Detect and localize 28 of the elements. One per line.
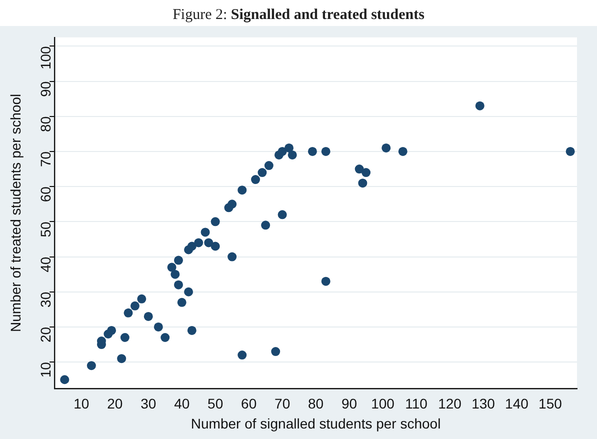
x-tick-label: 50 [208,396,224,412]
x-tick-label: 140 [505,396,529,412]
x-tick-label: 150 [538,396,562,412]
x-tick-label: 80 [308,396,324,412]
x-tick-label: 60 [241,396,257,412]
x-axis-title: Number of signalled students per school [190,415,441,432]
x-tick-label: 130 [472,396,496,412]
y-tick-label: 30 [37,292,54,308]
y-tick-label: 60 [37,186,54,202]
x-tick-label: 90 [342,396,358,412]
y-axis-title: Number of treated students per school [7,94,24,332]
y-tick-label: 20 [37,326,54,343]
x-tick-label: 100 [371,396,395,412]
y-tick-label: 90 [37,81,54,97]
y-tick-label: 10 [37,362,54,378]
x-tick-label: 40 [174,396,190,412]
x-tick-label: 10 [74,396,90,412]
chart-title: Figure 2: Signalled and treated students [172,6,426,25]
y-tick-label: 50 [37,221,54,238]
y-tick-label: 40 [37,256,54,272]
y-tick-label: 80 [37,116,54,132]
x-tick-label: 30 [140,396,156,412]
x-tick-label: 120 [438,396,462,412]
y-tick-label: 70 [37,151,54,168]
x-tick-label: 20 [107,396,123,412]
x-tick-label: 110 [405,396,428,412]
y-tick-label: 100 [37,46,54,70]
x-tick-label: 70 [274,396,290,412]
